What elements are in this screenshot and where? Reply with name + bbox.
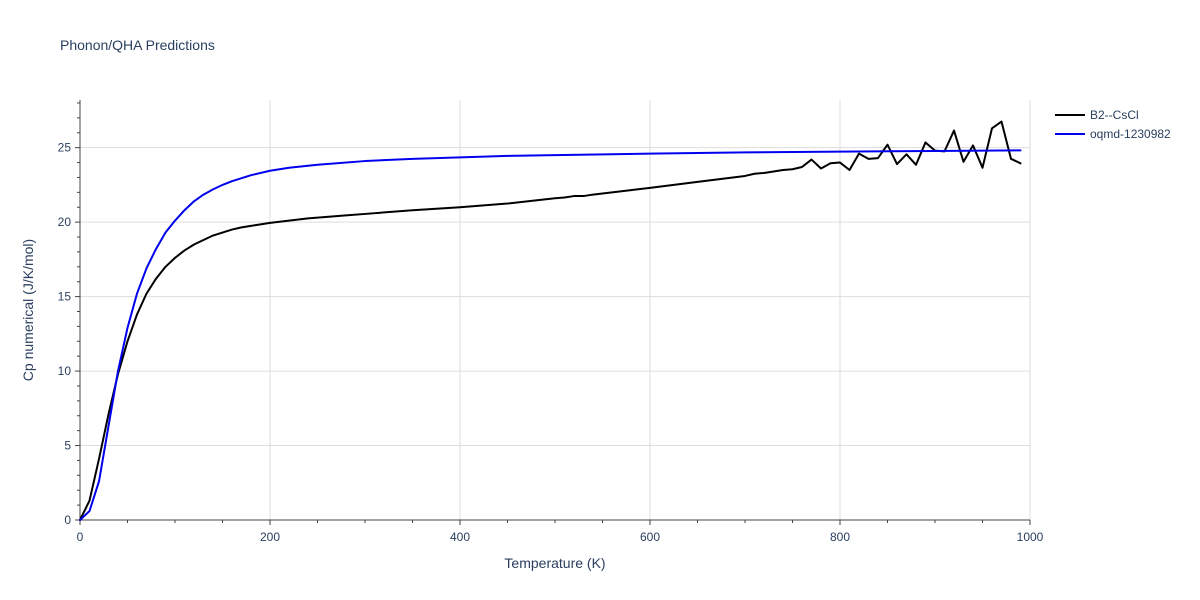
x-tick-label: 1000 [1017,530,1044,544]
legend-label: oqmd-1230982 [1090,127,1171,141]
y-tick-label: 15 [58,290,72,304]
legend[interactable]: B2--CsCl oqmd-1230982 [1055,108,1171,141]
y-tick-label: 5 [64,439,71,453]
y-tick-label: 10 [58,364,72,378]
grid [80,100,1031,520]
x-tick-label: 800 [830,530,850,544]
series-line-0 [79,120,1022,521]
y-ticks: 0 5 10 15 20 25 [58,102,80,527]
x-ticks: 0 200 400 600 800 1000 [77,520,1044,544]
x-tick-label: 200 [260,530,280,544]
series-layer [79,120,1022,521]
legend-item[interactable]: B2--CsCl [1055,108,1139,122]
x-tick-label: 0 [77,530,84,544]
y-axis-title: Cp numerical (J/K/mol) [20,239,36,381]
series-line-1 [79,149,1022,521]
legend-label: B2--CsCl [1090,108,1139,122]
chart-title: Phonon/QHA Predictions [60,37,215,53]
x-tick-label: 600 [640,530,660,544]
legend-item[interactable]: oqmd-1230982 [1055,127,1171,141]
y-tick-label: 25 [58,141,72,155]
y-tick-label: 20 [58,215,72,229]
x-tick-label: 400 [450,530,470,544]
axes [79,100,1030,521]
x-axis-title: Temperature (K) [504,555,605,571]
y-tick-label: 0 [64,513,71,527]
